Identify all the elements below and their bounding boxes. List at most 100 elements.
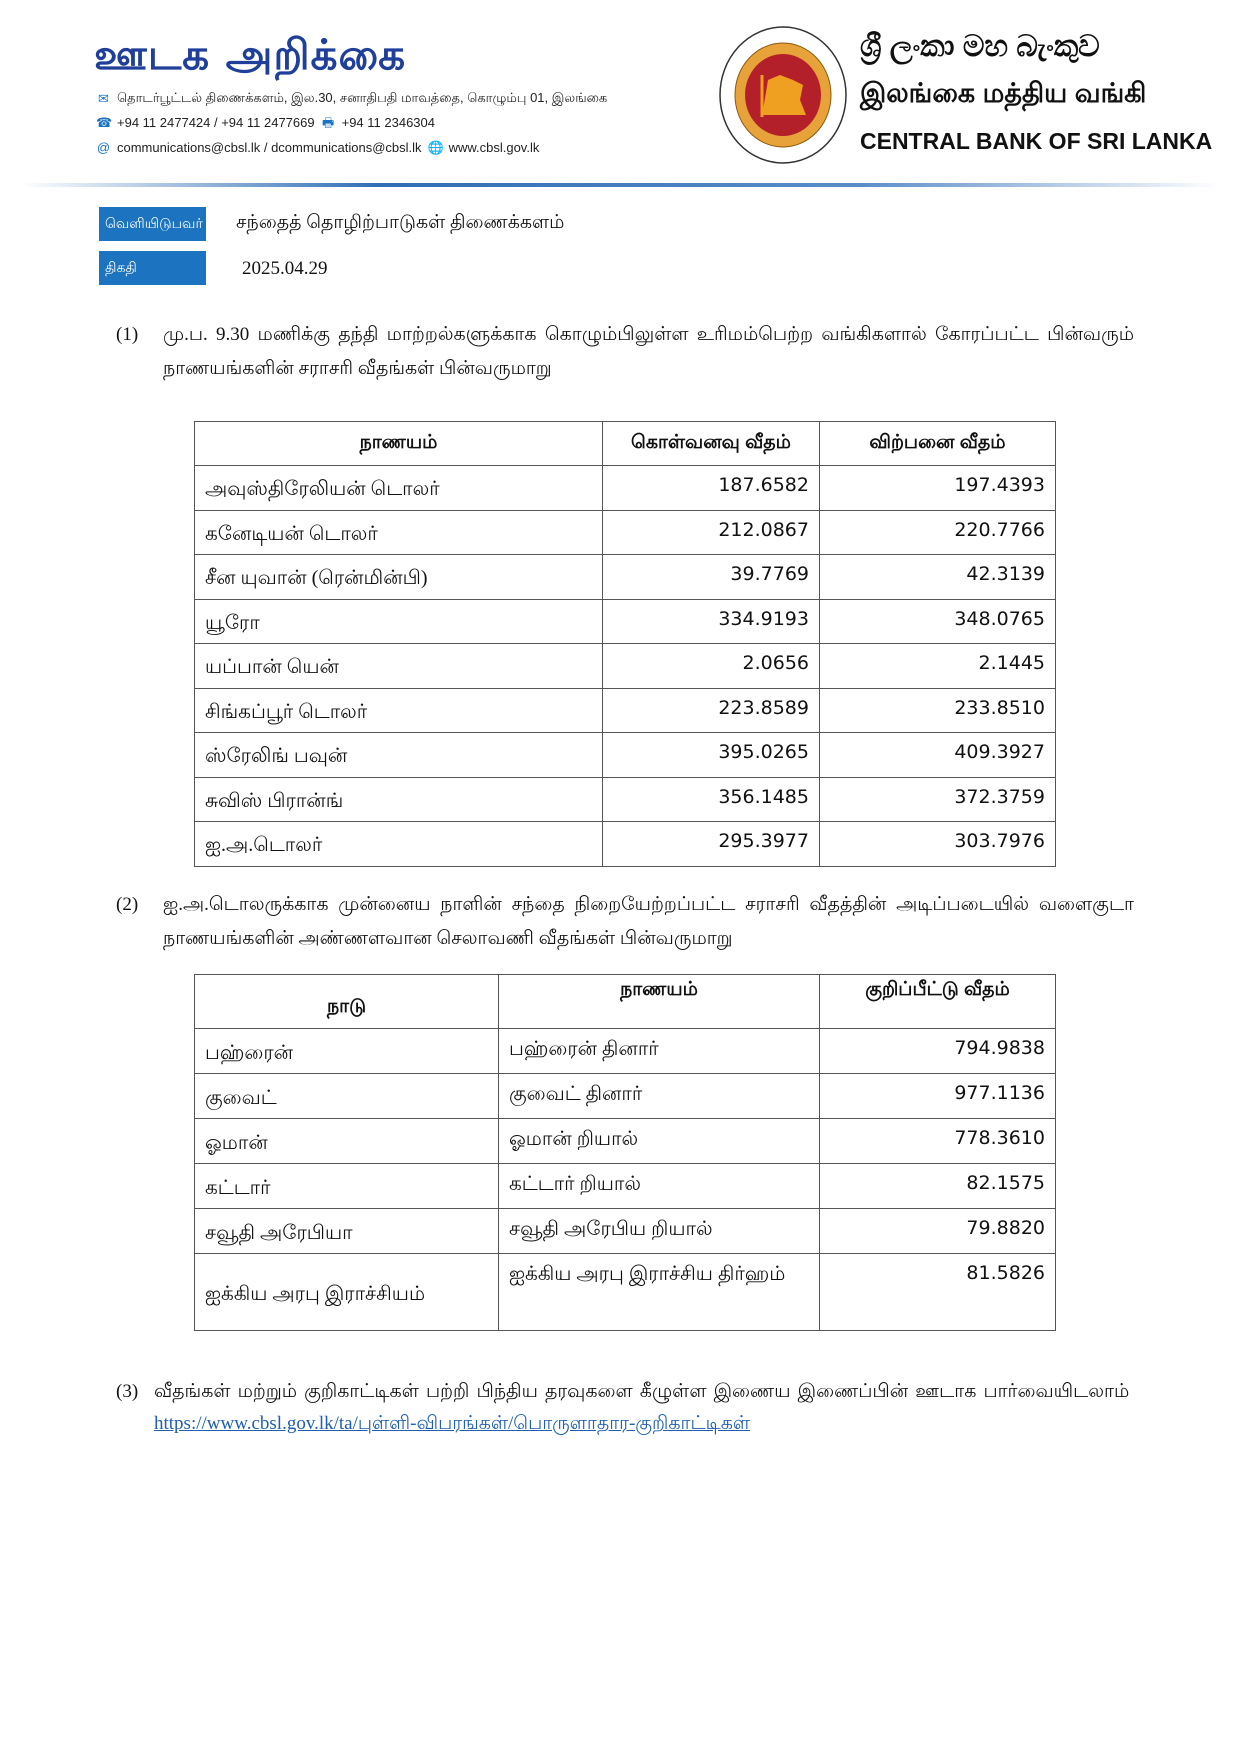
email-line: @ communications@cbsl.lk / dcommunication… xyxy=(96,140,539,155)
rate-cell: 356.1485 xyxy=(602,776,820,822)
name-cell: கனேடியன் டொலர் xyxy=(194,509,603,555)
table-row: சிங்கப்பூர் டொலர் 223.8589 233.8510 xyxy=(194,687,1056,733)
header-currency: நாணயம் xyxy=(194,421,603,466)
rate-cell: 233.8510 xyxy=(819,687,1056,733)
section-number: (1) xyxy=(116,324,139,345)
name-cell: யூரோ xyxy=(194,598,603,644)
name-cell: யப்பான் யென் xyxy=(194,643,603,689)
name-cell: குவைட் xyxy=(194,1073,499,1119)
name-cell: ஐக்கிய அரபு இராச்சியம் xyxy=(194,1253,499,1331)
rate-cell: 220.7766 xyxy=(819,509,1056,555)
bank-name-english: CENTRAL BANK OF SRI LANKA xyxy=(860,128,1213,154)
gulf-currency-rates-table: நாடு நாணயம் குறிப்பீட்டு வீதம் பஹ்ரைன் பஹ்ர… xyxy=(194,974,1056,1331)
rate-cell: 197.4393 xyxy=(819,465,1056,511)
rate-cell: 2.0656 xyxy=(602,643,820,689)
rate-cell: 223.8589 xyxy=(602,687,820,733)
section-number: (2) xyxy=(116,894,139,915)
table-row: சவூதி அரேபியா சவூதி அரேபிய றியால் 79.8820 xyxy=(194,1208,1056,1254)
table-row: யப்பான் யென் 2.0656 2.1445 xyxy=(194,643,1056,689)
section-2: (2) ஐ.அ.டொலருக்காக முன்னைய நாளின் சந்தை ந… xyxy=(116,888,1134,956)
phone-line: ☎ +94 11 2477424 / +94 11 2477669 🖶 +94 11 … xyxy=(96,115,435,130)
name-cell: சவூதி அரேபியா xyxy=(194,1208,499,1254)
section-text: வீதங்கள் மற்றும் குறிகாட்டிகள் பற்றி பிந… xyxy=(154,1381,1130,1402)
header-buying-rate: கொள்வனவு வீதம் xyxy=(602,421,820,466)
bank-name-tamil: இலங்கை மத்திய வங்கி xyxy=(860,78,1147,108)
date-label: திகதி xyxy=(99,251,206,285)
name-cell: கட்டார் றியால் xyxy=(498,1163,820,1209)
rate-cell: 39.7769 xyxy=(602,554,820,600)
rate-cell: 295.3977 xyxy=(602,821,820,867)
rate-cell: 187.6582 xyxy=(602,465,820,511)
header-divider xyxy=(20,183,1220,187)
table-row: அவுஸ்திரேலியன் டொலர் 187.6582 197.4393 xyxy=(194,465,1056,511)
website: www.cbsl.gov.lk xyxy=(448,140,540,155)
address-line: ✉ தொடர்பூட்டல் திணைக்களம், இல.30, சனாதிபத… xyxy=(96,90,607,107)
section-3: (3) வீதங்கள் மற்றும் குறிகாட்டிகள் பற்றி … xyxy=(116,1376,1134,1440)
name-cell: பஹ்ரைன் தினார் xyxy=(498,1028,820,1074)
emails: communications@cbsl.lk / dcommunications… xyxy=(117,140,422,155)
phone-icon: ☎ xyxy=(96,114,113,130)
table-header-row: நாணயம் கொள்வனவு வீதம் விற்பனை வீதம் xyxy=(194,421,1056,466)
header-selling-rate: விற்பனை வீதம் xyxy=(819,421,1056,466)
table-header-row: நாடு நாணயம் குறிப்பீட்டு வீதம் xyxy=(194,974,1056,1029)
rate-cell: 348.0765 xyxy=(819,598,1056,644)
central-bank-seal-logo xyxy=(719,26,847,164)
table-row: ஐக்கிய அரபு இராச்சியம் ஐக்கிய அரபு இராச்ச… xyxy=(194,1253,1056,1331)
address: தொடர்பூட்டல் திணைக்களம், இல.30, சனாதிபதி… xyxy=(117,90,608,105)
header-indicative-rate: குறிப்பீட்டு வீதம் xyxy=(819,974,1056,1029)
name-cell: ஸ்ரேலிங் பவுன் xyxy=(194,732,603,778)
fax: +94 11 2346304 xyxy=(341,115,435,130)
globe-icon: 🌐 xyxy=(427,139,444,155)
table-row: கட்டார் கட்டார் றியால் 82.1575 xyxy=(194,1163,1056,1209)
section-number: (3) xyxy=(116,1381,139,1402)
header-country: நாடு xyxy=(194,974,499,1029)
name-cell: ஓமான் றியால் xyxy=(498,1118,820,1164)
rate-cell: 395.0265 xyxy=(602,732,820,778)
rate-cell: 372.3759 xyxy=(819,776,1056,822)
table-row: யூரோ 334.9193 348.0765 xyxy=(194,598,1056,644)
table-row: குவைட் குவைட் தினார் 977.1136 xyxy=(194,1073,1056,1119)
table-row: ஐ.அ.டொலர் 295.3977 303.7976 xyxy=(194,821,1056,867)
section-text: ஐ.அ.டொலருக்காக முன்னைய நாளின் சந்தை நிறை… xyxy=(163,894,1134,949)
rate-cell: 794.9838 xyxy=(819,1028,1056,1074)
issuer-value: சந்தைத் தொழிற்பாடுகள் திணைக்களம் xyxy=(236,212,565,233)
at-icon: @ xyxy=(96,139,111,155)
table-row: சீன யுவான் (ரென்மின்பி) 39.7769 42.3139 xyxy=(194,554,1056,600)
table-row: சுவிஸ் பிரான்ங் 356.1485 372.3759 xyxy=(194,776,1056,822)
bank-name-sinhala: ශ්‍රී ලංකා මහ බැංකුව xyxy=(860,30,1100,63)
media-release-title: ஊடக அறிக்கை xyxy=(94,30,407,79)
rate-cell: 334.9193 xyxy=(602,598,820,644)
name-cell: ஓமான் xyxy=(194,1118,499,1164)
name-cell: ஐ.அ.டொலர் xyxy=(194,821,603,867)
rate-cell: 82.1575 xyxy=(819,1163,1056,1209)
name-cell: ஐக்கிய அரபு இராச்சிய திர்ஹம் xyxy=(498,1253,820,1331)
exchange-rates-table: நாணயம் கொள்வனவு வீதம் விற்பனை வீதம் அவுஸ்த… xyxy=(194,421,1056,867)
rate-cell: 409.3927 xyxy=(819,732,1056,778)
issuer-label: வெளியிடுபவர் xyxy=(99,207,206,241)
rate-cell: 2.1445 xyxy=(819,643,1056,689)
name-cell: பஹ்ரைன் xyxy=(194,1028,499,1074)
phones: +94 11 2477424 / +94 11 2477669 xyxy=(117,115,315,130)
table-row: பஹ்ரைன் பஹ்ரைன் தினார் 794.9838 xyxy=(194,1028,1056,1074)
rate-cell: 42.3139 xyxy=(819,554,1056,600)
rate-cell: 81.5826 xyxy=(819,1253,1056,1331)
name-cell: கட்டார் xyxy=(194,1163,499,1209)
envelope-icon: ✉ xyxy=(98,90,109,106)
fax-icon: 🖶 xyxy=(321,114,335,130)
date-value: 2025.04.29 xyxy=(242,258,328,279)
name-cell: சவூதி அரேபிய றியால் xyxy=(498,1208,820,1254)
name-cell: குவைட் தினார் xyxy=(498,1073,820,1119)
name-cell: சீன யுவான் (ரென்மின்பி) xyxy=(194,554,603,600)
rate-cell: 212.0867 xyxy=(602,509,820,555)
section-text: மு.ப. 9.30 மணிக்கு தந்தி மாற்றல்களுக்காக… xyxy=(163,324,1134,379)
table-row: கனேடியன் டொலர் 212.0867 220.7766 xyxy=(194,509,1056,555)
section-1: (1) மு.ப. 9.30 மணிக்கு தந்தி மாற்றல்களுக்… xyxy=(116,318,1134,386)
rate-cell: 303.7976 xyxy=(819,821,1056,867)
economic-indicators-link[interactable]: https://www.cbsl.gov.lk/ta/புள்ளி-விபரங்… xyxy=(154,1413,751,1434)
name-cell: சிங்கப்பூர் டொலர் xyxy=(194,687,603,733)
rate-cell: 778.3610 xyxy=(819,1118,1056,1164)
rate-cell: 977.1136 xyxy=(819,1073,1056,1119)
rate-cell: 79.8820 xyxy=(819,1208,1056,1254)
name-cell: அவுஸ்திரேலியன் டொலர் xyxy=(194,465,603,511)
name-cell: சுவிஸ் பிரான்ங் xyxy=(194,776,603,822)
